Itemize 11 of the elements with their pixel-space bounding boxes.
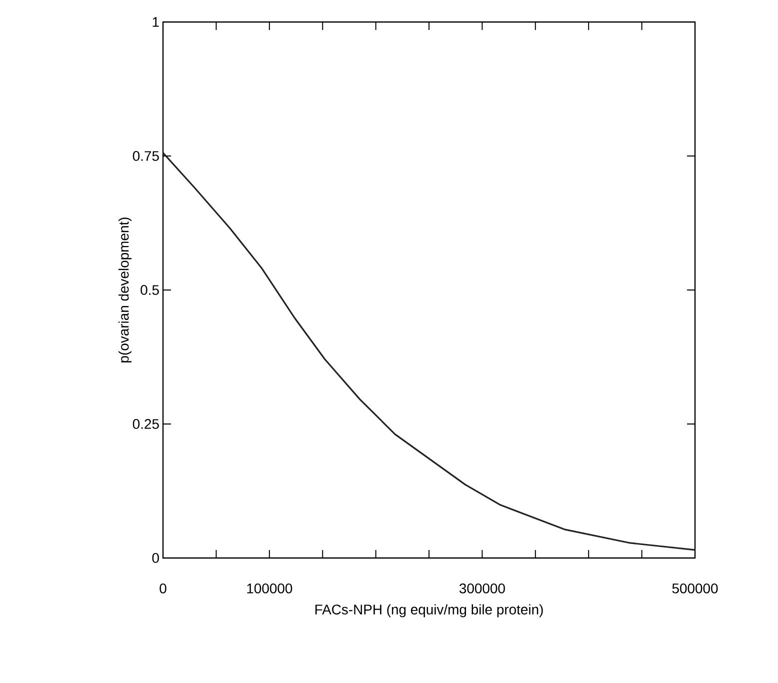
y-tick-label: 1: [152, 17, 159, 27]
x-tick-label: 300000: [459, 583, 505, 594]
x-tick-label: 0: [160, 583, 166, 594]
y-tick-label: 0.75: [132, 151, 159, 161]
y-tick-label: 0.5: [140, 285, 159, 295]
x-tick-label: 500000: [672, 583, 718, 594]
x-tick-label: 100000: [247, 583, 292, 594]
y-axis-title: p(ovarian development): [118, 218, 132, 362]
y-tick-label: 0: [152, 553, 159, 563]
x-axis-title: FACs-NPH (ng equiv/mg bile protein): [315, 604, 543, 618]
y-tick-label: 0.25: [132, 419, 159, 429]
